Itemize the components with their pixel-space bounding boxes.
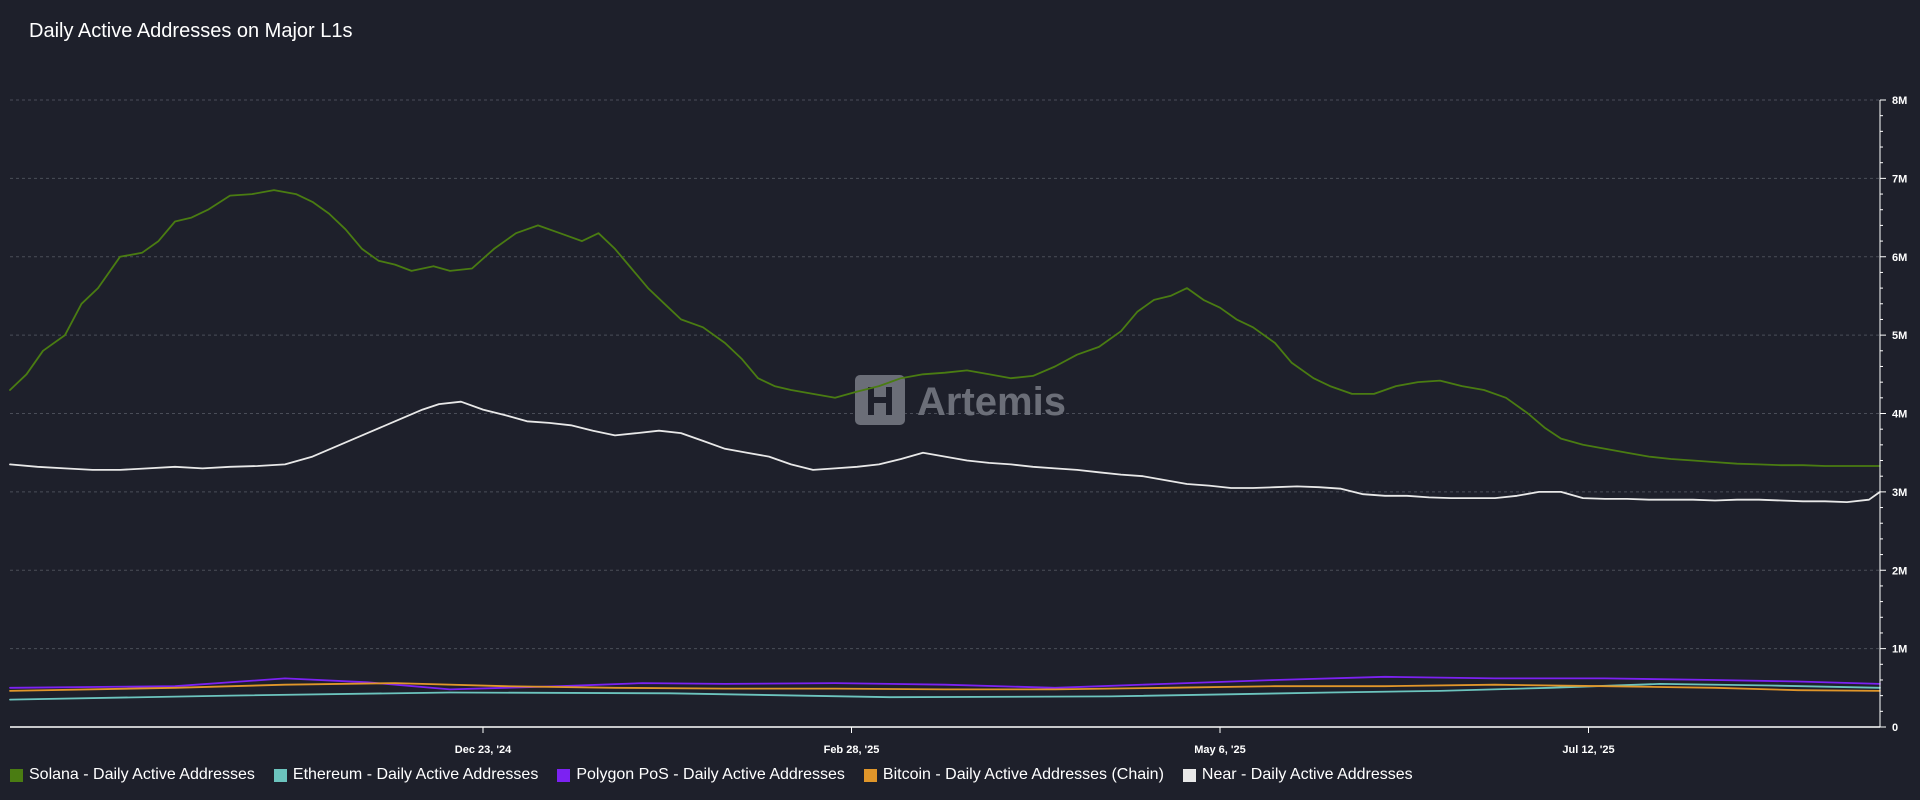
y-tick-label: 7M [1892, 173, 1907, 185]
legend-label: Polygon PoS - Daily Active Addresses [576, 766, 845, 783]
legend-item[interactable]: Solana - Daily Active Addresses [10, 766, 255, 784]
legend-item[interactable]: Bitcoin - Daily Active Addresses (Chain) [863, 766, 1164, 784]
legend-item[interactable]: Ethereum - Daily Active Addresses [273, 766, 539, 784]
watermark-logo-bar [868, 397, 892, 403]
legend-swatch [557, 768, 571, 782]
x-tick-label: Feb 28, '25 [824, 744, 880, 756]
grid-lines [10, 99, 1880, 650]
legend-swatch [10, 768, 23, 782]
legend-item[interactable]: Near - Daily Active Addresses [1182, 766, 1413, 784]
legend-label: Solana - Daily Active Addresses [29, 766, 255, 783]
series-line-1 [9, 683, 1881, 701]
chart-title: Daily Active Addresses on Major L1s [29, 20, 353, 42]
y-tick-label: 4M [1892, 409, 1907, 421]
legend-label: Near - Daily Active Addresses [1201, 766, 1413, 783]
legend-swatch [273, 768, 287, 782]
line-chart: Artemis 0 1M 2M 3M 4M 5M 6M 7M 8M Dec 23, '24 Feb … [9, 95, 1907, 756]
series-line-3 [9, 682, 1881, 692]
y-tick-label: 1M [1892, 644, 1907, 656]
y-tick-label: 3M [1892, 487, 1907, 499]
legend-label: Ethereum - Daily Active Addresses [292, 766, 539, 783]
legend-swatch [1182, 768, 1196, 782]
y-tick-label: 6M [1892, 252, 1907, 264]
legend: Solana - Daily Active Addresses Ethereum … [10, 766, 1413, 784]
legend-item[interactable]: Polygon PoS - Daily Active Addresses [557, 766, 845, 784]
watermark-text: Artemis [917, 380, 1066, 424]
x-tick-label: Dec 23, '24 [455, 744, 512, 756]
series-line-2 [9, 675, 1881, 691]
series-layer [9, 189, 1881, 701]
legend-swatch [863, 768, 877, 782]
y-tick-label: 2M [1892, 565, 1907, 577]
series-line-0 [9, 189, 1881, 467]
x-tick-label: Jul 12, '25 [1562, 744, 1614, 756]
y-tick-label: 8M [1892, 95, 1907, 107]
series-line-4 [9, 400, 1881, 503]
axes: 0 1M 2M 3M 4M 5M 6M 7M 8M Dec 23, '24 Feb 28, '25 M… [10, 95, 1907, 756]
artemis-watermark: Artemis [855, 375, 1066, 425]
x-tick-label: May 6, '25 [1194, 744, 1246, 756]
legend-label: Bitcoin - Daily Active Addresses (Chain) [882, 766, 1164, 783]
y-tick-label: 5M [1892, 330, 1907, 342]
y-tick-label: 0 [1892, 722, 1898, 734]
